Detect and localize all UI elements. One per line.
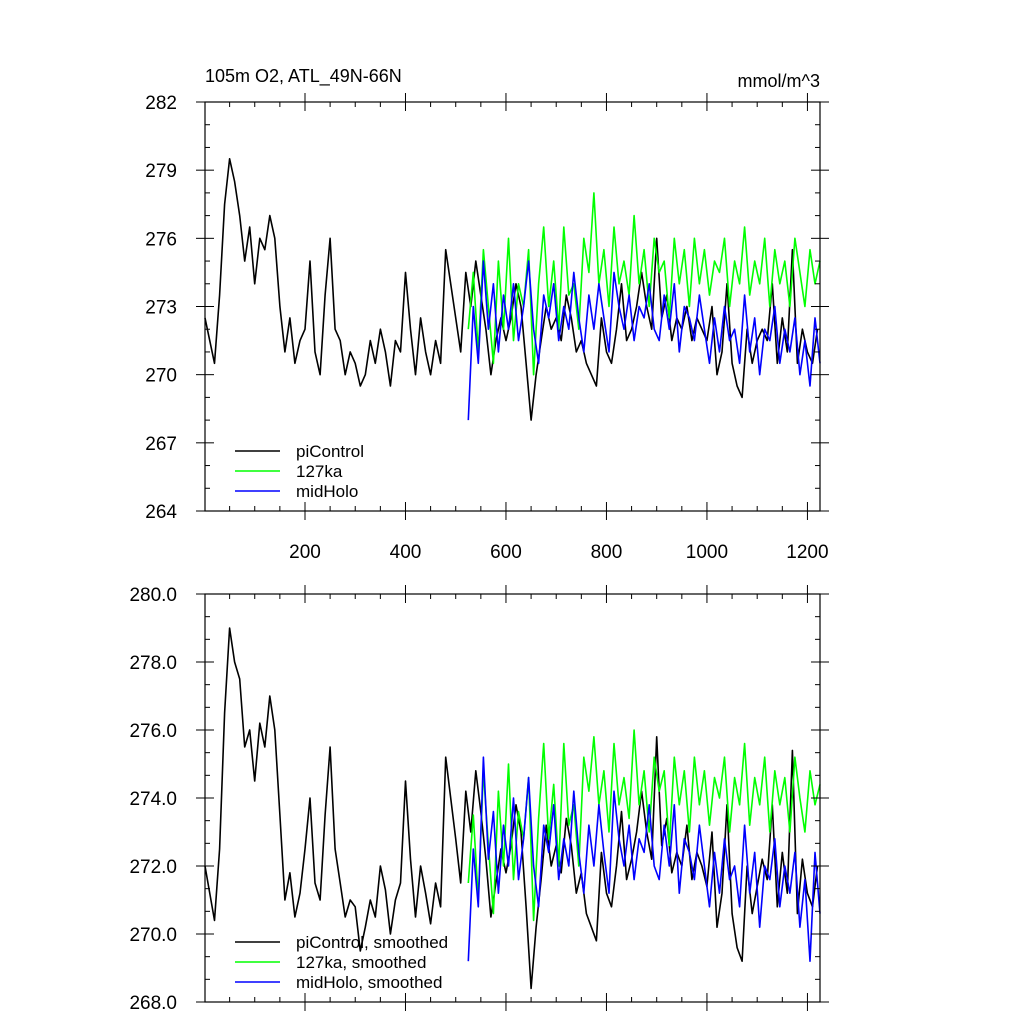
x-tick-label: 1000 (686, 542, 728, 563)
legend-label: 127ka, smoothed (296, 953, 426, 972)
series-line-127ka-smoothed (467, 729, 821, 922)
series-line-midholo-smoothed (467, 756, 821, 963)
y-tick-label: 274.0 (129, 789, 177, 810)
series-line-127ka (467, 192, 821, 376)
x-tick-label: 600 (490, 542, 522, 563)
top-chart-panel: 200 400 600 800 1000 1200 264 267 270 273 276 279 28… (145, 66, 829, 563)
series-line-picontrol (204, 158, 819, 421)
y-tick-label: 273 (145, 298, 177, 319)
legend-label: midHolo, smoothed (296, 973, 442, 992)
y-tick-label: 280.0 (129, 585, 177, 606)
y-tick-label: 276.0 (129, 721, 177, 742)
units-label: mmol/m^3 (738, 71, 820, 91)
y-tick-label: 272.0 (129, 857, 177, 878)
y-tick-label: 267 (145, 434, 177, 455)
series-line-midholo (467, 260, 821, 421)
legend-label: 127ka (296, 462, 343, 481)
y-tick-label: 268.0 (129, 993, 177, 1014)
series-line-picontrol-smoothed (204, 627, 819, 990)
x-tick-label: 1200 (786, 542, 828, 563)
y-tick-label: 264 (145, 502, 177, 523)
y-tick-label: 279 (145, 161, 177, 182)
y-tick-label: 278.0 (129, 653, 177, 674)
bottom-chart-panel: 268.0 270.0 272.0 274.0 276.0 278.0 280.0 piCon… (129, 585, 829, 1014)
legend-label: piControl, smoothed (296, 933, 448, 952)
y-tick-label: 270 (145, 366, 177, 387)
y-tick-label: 282 (145, 93, 177, 114)
y-tick-label: 276 (145, 229, 177, 250)
x-tick-label: 200 (289, 542, 321, 563)
y-tick-label: 270.0 (129, 925, 177, 946)
legend-label: midHolo (296, 482, 358, 501)
legend-label: piControl (296, 442, 364, 461)
chart-title: 105m O2, ATL_49N-66N (205, 66, 402, 87)
x-tick-label: 800 (591, 542, 623, 563)
x-tick-label: 400 (390, 542, 422, 563)
